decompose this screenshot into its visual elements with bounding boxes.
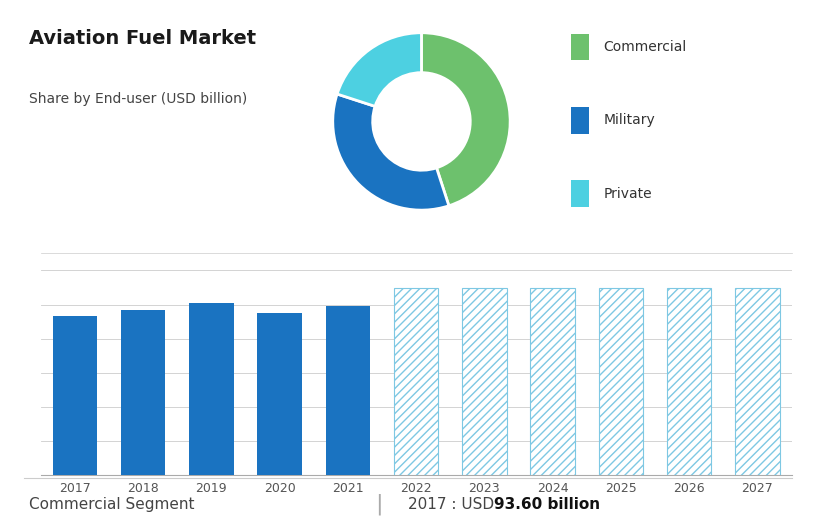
Bar	[735, 288, 779, 475]
Text: |: |	[375, 494, 383, 515]
Bar	[121, 310, 166, 475]
Bar	[599, 288, 643, 475]
Text: Share by End-user (USD billion): Share by End-user (USD billion)	[29, 92, 246, 106]
Text: 2017 : USD: 2017 : USD	[408, 497, 499, 512]
Bar	[462, 288, 507, 475]
Bar	[571, 180, 589, 207]
Bar	[326, 306, 370, 475]
Bar	[189, 303, 233, 475]
Text: Military: Military	[603, 114, 655, 127]
Bar	[571, 107, 589, 134]
Text: Commercial Segment: Commercial Segment	[29, 497, 194, 512]
Text: Private: Private	[603, 186, 652, 201]
Bar	[530, 288, 574, 475]
Bar	[394, 288, 438, 475]
Text: Aviation Fuel Market: Aviation Fuel Market	[29, 29, 255, 48]
Text: 93.60 billion: 93.60 billion	[494, 497, 600, 512]
Bar	[53, 316, 97, 475]
Wedge shape	[421, 33, 510, 206]
Wedge shape	[337, 33, 421, 106]
Wedge shape	[333, 94, 449, 210]
Bar	[667, 288, 712, 475]
Text: Commercial: Commercial	[603, 40, 686, 54]
Bar	[258, 313, 302, 475]
Bar	[571, 34, 589, 61]
